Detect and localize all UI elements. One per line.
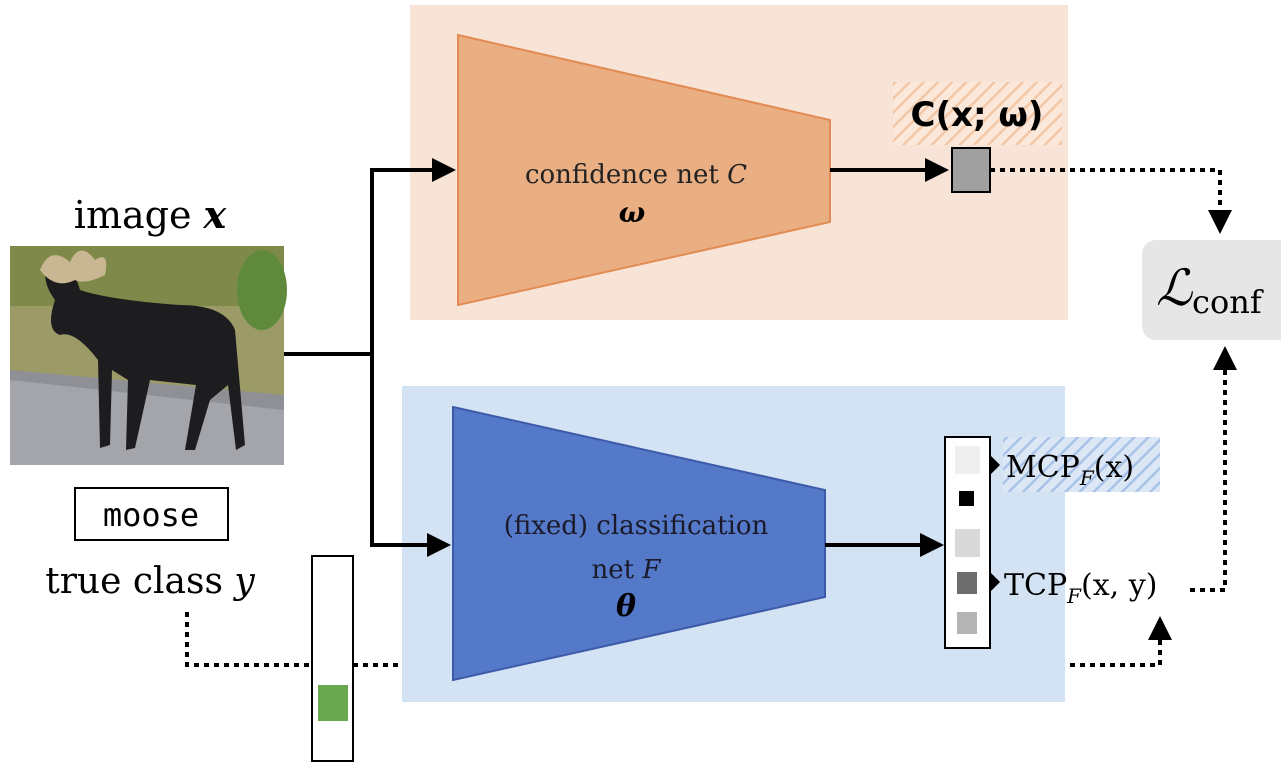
classification-label-2: net F [592, 555, 662, 585]
confidence-params: ω [619, 196, 646, 229]
tcp-subscript: F [1066, 584, 1082, 608]
label-vector [312, 556, 353, 761]
classification-params: θ [616, 589, 636, 624]
mcp-label: MCPF(x) [1006, 450, 1134, 490]
classification-symbol: F [641, 555, 661, 585]
mcp-subscript: F [1079, 466, 1095, 490]
vector-cell [957, 572, 977, 594]
confidence-value [952, 148, 990, 192]
vector-cell [955, 446, 980, 474]
tcp-label: TCPF(x, y) [1004, 568, 1157, 608]
classification-label: (fixed) classification [504, 511, 769, 541]
vector-cell [959, 491, 974, 506]
moose-image [10, 246, 287, 465]
dotted-line [187, 612, 312, 665]
true-class-symbol: y [232, 561, 255, 602]
confidence-net-label: confidence net C [525, 160, 747, 190]
dotted-arrow [1190, 350, 1225, 590]
class-name: moose [103, 496, 199, 534]
mcp-args: (x) [1094, 450, 1134, 485]
loss-subscript: conf [1192, 283, 1264, 321]
mcp-text: MCP [1006, 450, 1080, 485]
tcp-text: TCP [1004, 568, 1067, 603]
true-class-cell [318, 685, 348, 721]
tcp-args: (x, y) [1081, 568, 1157, 603]
image-symbol: x [203, 192, 228, 237]
confidence-net-symbol: C [727, 160, 747, 190]
classification-net-text: net [592, 555, 635, 585]
true-class-text: true class [45, 561, 223, 602]
dotted-arrow [1070, 620, 1160, 665]
image-label: image x [74, 192, 228, 237]
vector-cell [955, 529, 980, 557]
vector-cell [957, 612, 977, 634]
true-class-label: true class y [45, 561, 255, 602]
diagram: image x moose true class y C(x; ω) confi… [0, 0, 1281, 766]
confidence-net-text: confidence net [525, 160, 719, 190]
confidence-output: C(x; ω) [911, 95, 1044, 135]
image-text: image [74, 193, 192, 237]
loss-symbol: ℒ [1156, 259, 1193, 317]
